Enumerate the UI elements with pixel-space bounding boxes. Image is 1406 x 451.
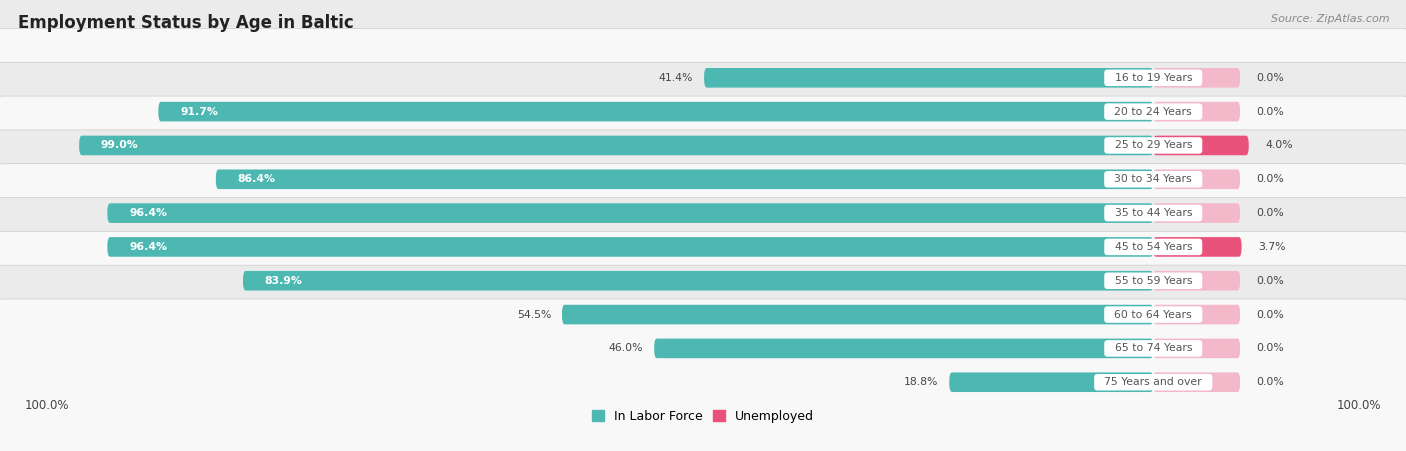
FancyBboxPatch shape [0,265,1406,432]
FancyBboxPatch shape [79,136,1153,155]
Text: 45 to 54 Years: 45 to 54 Years [1108,242,1199,252]
Text: 0.0%: 0.0% [1257,174,1284,184]
FancyBboxPatch shape [562,305,1153,324]
Text: 35 to 44 Years: 35 to 44 Years [1108,208,1199,218]
FancyBboxPatch shape [0,62,1406,229]
FancyBboxPatch shape [1153,170,1240,189]
Text: Employment Status by Age in Baltic: Employment Status by Age in Baltic [18,14,354,32]
FancyBboxPatch shape [217,170,1153,189]
Text: 0.0%: 0.0% [1257,106,1284,117]
FancyBboxPatch shape [107,237,1153,257]
Text: 41.4%: 41.4% [659,73,693,83]
Text: 96.4%: 96.4% [129,242,167,252]
FancyBboxPatch shape [0,0,1406,161]
FancyBboxPatch shape [949,373,1153,392]
Text: 54.5%: 54.5% [517,309,551,320]
Text: 65 to 74 Years: 65 to 74 Years [1108,343,1199,354]
FancyBboxPatch shape [0,231,1406,398]
FancyBboxPatch shape [0,96,1406,262]
Text: 16 to 19 Years: 16 to 19 Years [1108,73,1199,83]
Text: 20 to 24 Years: 20 to 24 Years [1108,106,1199,117]
Text: 0.0%: 0.0% [1257,343,1284,354]
Text: 18.8%: 18.8% [904,377,938,387]
Text: 55 to 59 Years: 55 to 59 Years [1108,276,1199,286]
FancyBboxPatch shape [1153,373,1240,392]
Text: 100.0%: 100.0% [25,400,69,412]
FancyBboxPatch shape [107,203,1153,223]
FancyBboxPatch shape [159,102,1153,121]
Text: 30 to 34 Years: 30 to 34 Years [1108,174,1199,184]
FancyBboxPatch shape [1153,339,1240,358]
Text: 0.0%: 0.0% [1257,377,1284,387]
Text: 0.0%: 0.0% [1257,309,1284,320]
FancyBboxPatch shape [1153,237,1241,257]
Text: 75 Years and over: 75 Years and over [1098,377,1209,387]
Text: 0.0%: 0.0% [1257,73,1284,83]
Text: 83.9%: 83.9% [264,276,302,286]
FancyBboxPatch shape [654,339,1153,358]
Text: 3.7%: 3.7% [1258,242,1285,252]
Text: 25 to 29 Years: 25 to 29 Years [1108,140,1199,151]
FancyBboxPatch shape [243,271,1153,290]
FancyBboxPatch shape [0,28,1406,195]
Text: 99.0%: 99.0% [101,140,139,151]
Text: 60 to 64 Years: 60 to 64 Years [1108,309,1199,320]
Text: 96.4%: 96.4% [129,208,167,218]
Text: 100.0%: 100.0% [1337,400,1381,412]
Text: 0.0%: 0.0% [1257,208,1284,218]
FancyBboxPatch shape [0,130,1406,296]
Text: 91.7%: 91.7% [180,106,218,117]
Text: 4.0%: 4.0% [1265,140,1292,151]
FancyBboxPatch shape [1153,102,1240,121]
FancyBboxPatch shape [0,198,1406,364]
FancyBboxPatch shape [704,68,1153,87]
Text: 86.4%: 86.4% [238,174,276,184]
FancyBboxPatch shape [1153,305,1240,324]
FancyBboxPatch shape [0,299,1406,451]
Text: 46.0%: 46.0% [609,343,644,354]
Text: Source: ZipAtlas.com: Source: ZipAtlas.com [1271,14,1389,23]
FancyBboxPatch shape [0,164,1406,330]
FancyBboxPatch shape [1153,136,1249,155]
Text: 0.0%: 0.0% [1257,276,1284,286]
FancyBboxPatch shape [1153,271,1240,290]
FancyBboxPatch shape [1153,68,1240,87]
Legend: In Labor Force, Unemployed: In Labor Force, Unemployed [586,405,820,428]
FancyBboxPatch shape [1153,203,1240,223]
